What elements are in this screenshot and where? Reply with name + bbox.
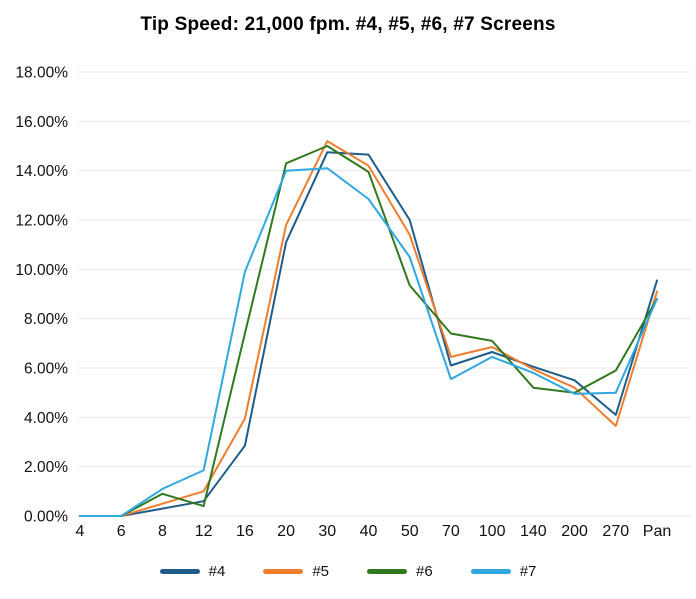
legend-item-4: #4 xyxy=(159,563,226,580)
x-axis-tick-label: 200 xyxy=(561,523,588,540)
x-axis-tick-label: 8 xyxy=(158,523,167,540)
legend-swatch-5-icon xyxy=(263,569,304,574)
x-axis-tick-label: 6 xyxy=(117,523,126,540)
series-line-5 xyxy=(79,140,658,517)
legend-item-6: #6 xyxy=(367,563,433,580)
series-line-6 xyxy=(79,145,658,517)
legend-swatch-4-icon xyxy=(159,569,200,574)
legend-item-5: #5 xyxy=(263,563,329,580)
chart-legend: #4 #5 #6 #7 xyxy=(0,563,696,580)
x-axis-tick-label: 20 xyxy=(277,523,295,540)
x-axis-tick-label: 12 xyxy=(195,523,213,540)
x-axis-tick-label: 70 xyxy=(442,523,460,540)
legend-label-7: #7 xyxy=(519,563,537,580)
x-axis-tick-label: 140 xyxy=(520,523,547,540)
legend-swatch-6-icon xyxy=(367,569,407,574)
y-axis-tick-label: 2.00% xyxy=(24,459,68,476)
x-axis-tick-label: Pan xyxy=(643,523,671,540)
y-axis-tick-label: 16.00% xyxy=(15,114,68,131)
y-axis-tick-label: 14.00% xyxy=(15,163,68,180)
legend-label-5: #5 xyxy=(312,563,329,580)
y-axis-tick-label: 4.00% xyxy=(24,410,68,427)
y-axis-tick-label: 6.00% xyxy=(24,361,68,378)
y-axis-tick-label: 18.00% xyxy=(15,65,68,82)
x-axis-tick-label: 100 xyxy=(479,523,506,540)
x-axis-tick-label: 50 xyxy=(401,523,419,540)
legend-label-6: #6 xyxy=(416,563,433,580)
x-axis-tick-label: 4 xyxy=(76,523,85,540)
x-axis-tick-label: 270 xyxy=(602,523,629,540)
series-line-4 xyxy=(79,151,658,517)
y-axis-tick-label: 10.00% xyxy=(15,262,68,279)
y-axis-tick-label: 0.00% xyxy=(24,509,68,526)
y-axis-tick-label: 12.00% xyxy=(15,213,68,230)
y-axis-tick-label: 8.00% xyxy=(24,311,68,328)
chart-title: Tip Speed: 21,000 fpm. #4, #5, #6, #7 Sc… xyxy=(140,14,556,35)
legend-item-7: #7 xyxy=(470,563,537,580)
legend-label-4: #4 xyxy=(208,563,226,580)
x-axis-tick-label: 16 xyxy=(236,523,254,540)
x-axis-tick-label: 40 xyxy=(360,523,378,540)
legend-swatch-7-icon xyxy=(470,569,511,574)
series-line-7 xyxy=(79,167,658,517)
x-axis-tick-label: 30 xyxy=(318,523,336,540)
